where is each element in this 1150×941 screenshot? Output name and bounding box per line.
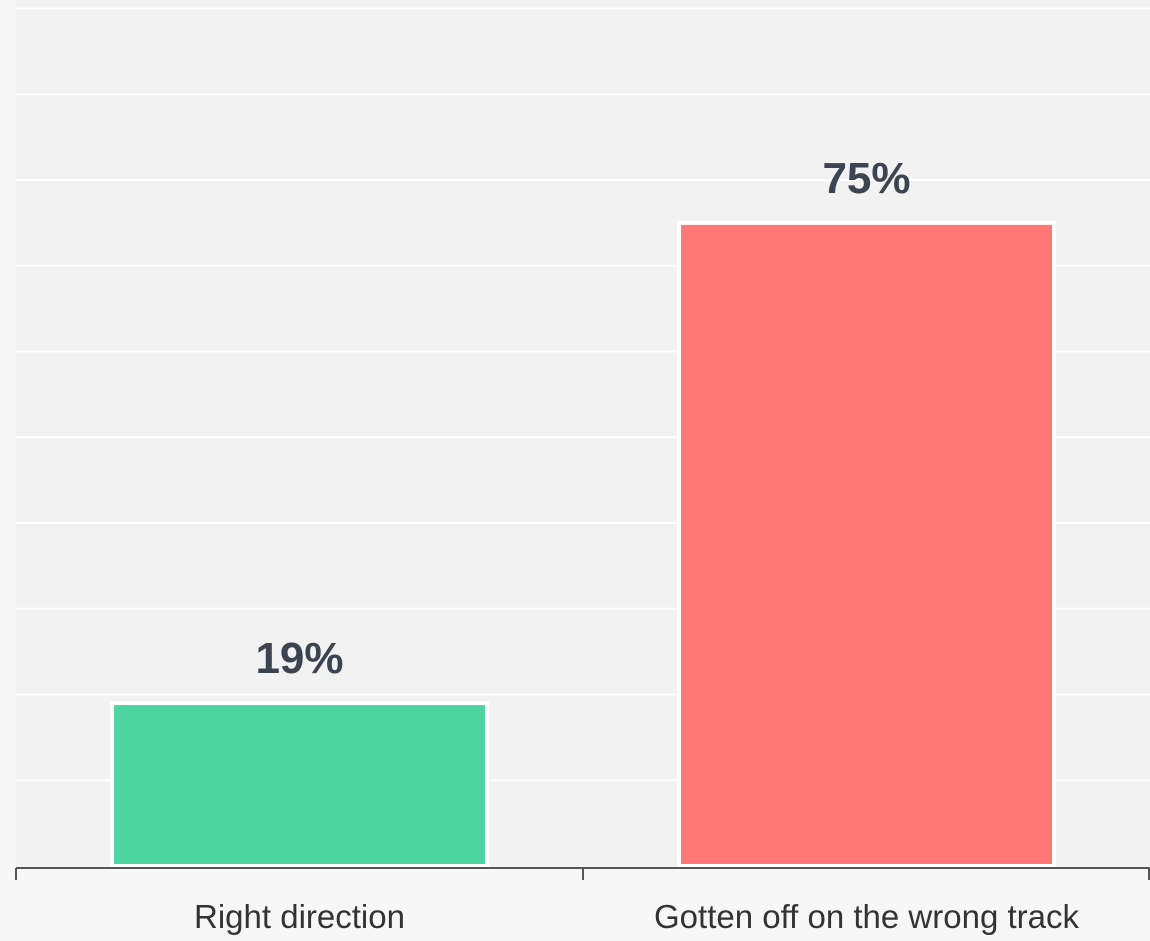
category-label: Gotten off on the wrong track <box>654 898 1079 935</box>
category-label: Right direction <box>194 898 405 935</box>
data-labels: 19% 75% <box>255 154 910 683</box>
x-axis <box>15 867 1150 880</box>
data-label: 75% <box>822 154 910 203</box>
data-label: 19% <box>255 634 343 683</box>
bar-wrong-track <box>677 220 1056 868</box>
bar-right-direction <box>110 701 489 869</box>
category-labels: Right direction Gotten off on the wrong t… <box>194 898 1079 935</box>
bars <box>110 220 1056 869</box>
